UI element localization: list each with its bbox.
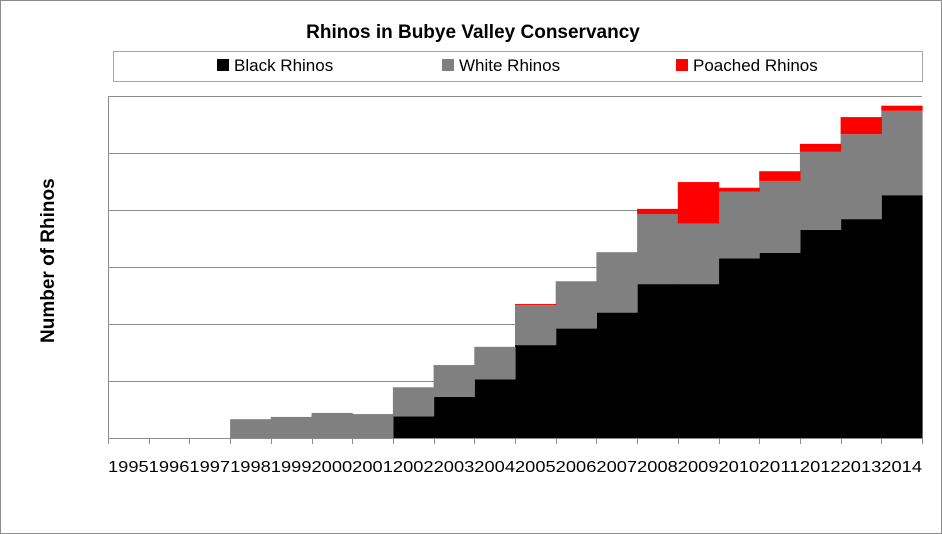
x-tick-label-2002: 2002 xyxy=(393,459,434,476)
bar-white-rhinos-2014 xyxy=(881,110,923,196)
x-tick-label-2012: 2012 xyxy=(800,459,841,476)
bar-white-rhinos-2008 xyxy=(637,213,679,285)
x-tick-label-2006: 2006 xyxy=(556,459,597,476)
bar-white-rhinos-2012 xyxy=(799,151,842,230)
chart-legend: Black Rhinos White Rhinos Poached Rhinos xyxy=(113,51,923,82)
bar-white-rhinos-2007 xyxy=(596,252,638,313)
bar-white-rhinos-2006 xyxy=(555,281,597,329)
bar-black-rhinos-2007 xyxy=(596,312,638,438)
bar-white-rhinos-2000 xyxy=(311,412,353,438)
legend-item-white-rhinos: White Rhinos xyxy=(442,56,560,76)
bar-white-rhinos-2009 xyxy=(677,223,720,285)
bar-white-rhinos-2004 xyxy=(474,346,516,380)
legend-swatch-poached-rhinos xyxy=(676,59,688,71)
bar-black-rhinos-2014 xyxy=(881,195,923,438)
x-tick-label-2010: 2010 xyxy=(719,459,760,476)
bar-black-rhinos-2002 xyxy=(392,416,435,438)
bar-white-rhinos-1999 xyxy=(270,416,313,438)
bar-white-rhinos-2011 xyxy=(759,180,801,253)
bar-white-rhinos-2003 xyxy=(433,365,475,397)
bar-poached-rhinos-2005 xyxy=(515,304,557,306)
bar-poached-rhinos-2014 xyxy=(881,105,923,111)
legend-label-black-rhinos: Black Rhinos xyxy=(234,56,334,75)
legend-label-poached-rhinos: Poached Rhinos xyxy=(693,56,818,75)
bar-poached-rhinos-2009 xyxy=(677,182,720,224)
x-tick-label-1996: 1996 xyxy=(149,459,190,476)
bar-poached-rhinos-2012 xyxy=(799,143,842,152)
bar-white-rhinos-2002 xyxy=(392,387,435,417)
bar-poached-rhinos-2010 xyxy=(718,187,760,192)
chart-title: Rhinos in Bubye Valley Conservancy xyxy=(306,22,640,43)
bar-white-rhinos-2001 xyxy=(352,414,394,438)
bar-black-rhinos-2010 xyxy=(718,258,760,438)
bar-poached-rhinos-2013 xyxy=(840,117,882,135)
x-tick-label-2003: 2003 xyxy=(434,459,475,476)
bar-poached-rhinos-2008 xyxy=(637,208,679,214)
legend-item-black-rhinos: Black Rhinos xyxy=(217,56,333,76)
bar-black-rhinos-2006 xyxy=(555,328,597,438)
x-tick-label-2000: 2000 xyxy=(312,459,353,476)
legend-swatch-black-rhinos xyxy=(217,59,229,71)
bar-black-rhinos-2004 xyxy=(474,379,516,438)
x-tick-label-1999: 1999 xyxy=(271,459,312,476)
x-tick-label-2011: 2011 xyxy=(759,459,800,476)
bar-white-rhinos-2005 xyxy=(515,305,557,346)
bar-black-rhinos-2012 xyxy=(799,229,842,438)
bar-black-rhinos-2013 xyxy=(840,219,882,438)
x-tick-label-1995: 1995 xyxy=(108,459,149,476)
bar-black-rhinos-2008 xyxy=(637,284,679,438)
bar-poached-rhinos-2011 xyxy=(759,171,801,181)
x-tick-label-2001: 2001 xyxy=(352,459,393,476)
bar-white-rhinos-2013 xyxy=(840,134,882,220)
bar-black-rhinos-2005 xyxy=(515,345,557,438)
legend-label-white-rhinos: White Rhinos xyxy=(459,56,561,75)
x-tick-label-2007: 2007 xyxy=(596,459,637,476)
x-tick-label-2005: 2005 xyxy=(515,459,556,476)
x-tick-label-2008: 2008 xyxy=(637,459,678,476)
x-tick-label-2004: 2004 xyxy=(474,459,515,476)
legend-swatch-white-rhinos xyxy=(442,59,454,71)
x-tick-label-2009: 2009 xyxy=(678,459,719,476)
x-tick-label-2013: 2013 xyxy=(841,459,882,476)
bar-white-rhinos-2010 xyxy=(718,191,760,259)
bar-white-rhinos-1998 xyxy=(230,419,272,438)
x-tick-label-1998: 1998 xyxy=(230,459,271,476)
bar-black-rhinos-2003 xyxy=(433,396,475,438)
bar-black-rhinos-2009 xyxy=(677,284,720,438)
x-tick-label-2014: 2014 xyxy=(881,459,922,476)
legend-item-poached-rhinos: Poached Rhinos xyxy=(676,56,818,76)
x-tick-label-1997: 1997 xyxy=(189,459,230,476)
bar-black-rhinos-2011 xyxy=(759,252,801,438)
